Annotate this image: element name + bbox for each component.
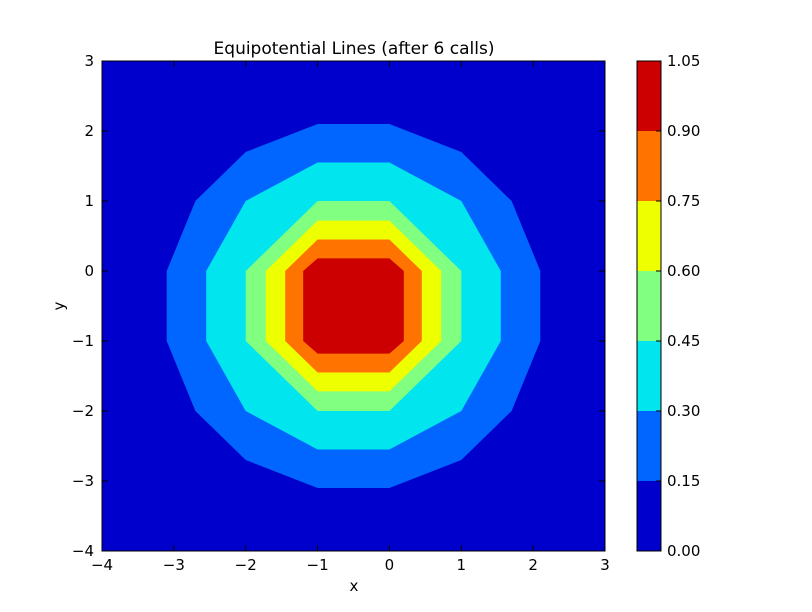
x-tick-label: −3 xyxy=(163,556,185,574)
colorbar-tick-label: 0.90 xyxy=(667,122,700,140)
y-tick-label: −2 xyxy=(72,402,94,420)
y-tick-label: −4 xyxy=(72,542,94,560)
y-axis-label: y xyxy=(50,301,68,310)
chart-title: Equipotential Lines (after 6 calls) xyxy=(214,39,495,59)
x-axis-label: x xyxy=(350,577,359,595)
colorbar-tick-label: 0.75 xyxy=(667,192,700,210)
colorbar-segment-6 xyxy=(637,61,661,131)
x-tick-label: 0 xyxy=(385,556,395,574)
y-axis: −4 −3 −2 −1 0 1 2 3 xyxy=(72,52,605,560)
colorbar-tick-label: 0.30 xyxy=(667,402,700,420)
colorbar-tick-label: 1.05 xyxy=(667,52,700,70)
colorbar xyxy=(637,61,661,551)
colorbar-tick-label: 0.60 xyxy=(667,262,700,280)
y-tick-label: 3 xyxy=(84,52,94,70)
x-tick-label: −4 xyxy=(91,556,113,574)
colorbar-segment-1 xyxy=(637,411,661,481)
x-tick-label: −2 xyxy=(235,556,257,574)
y-tick-label: 2 xyxy=(84,122,94,140)
y-tick-label: 0 xyxy=(84,262,94,280)
x-tick-label: 2 xyxy=(528,556,538,574)
plot-frame xyxy=(101,60,606,552)
colorbar-segment-0 xyxy=(637,481,661,551)
colorbar-frame xyxy=(636,60,662,552)
contour-band-6 xyxy=(303,258,404,354)
colorbar-segment-5 xyxy=(637,131,661,201)
y-tick-label: −1 xyxy=(72,332,94,350)
colorbar-tick-label: 0.15 xyxy=(667,472,700,490)
x-tick-label: 3 xyxy=(600,556,610,574)
y-tick-label: 1 xyxy=(84,192,94,210)
colorbar-tick-label: 0.45 xyxy=(667,332,700,350)
colorbar-segment-2 xyxy=(637,341,661,411)
plot-area xyxy=(102,61,605,551)
colorbar-segment-4 xyxy=(637,201,661,271)
x-axis: −4 −3 −2 −1 0 1 2 3 xyxy=(91,61,610,574)
colorbar-segment-3 xyxy=(637,271,661,341)
colorbar-ticks: 0.00 0.15 0.30 0.45 0.60 0.75 0.90 1.05 xyxy=(656,52,700,560)
x-tick-label: 1 xyxy=(457,556,467,574)
y-tick-label: −3 xyxy=(72,472,94,490)
colorbar-tick-label: 0.00 xyxy=(667,542,700,560)
x-tick-label: −1 xyxy=(307,556,329,574)
